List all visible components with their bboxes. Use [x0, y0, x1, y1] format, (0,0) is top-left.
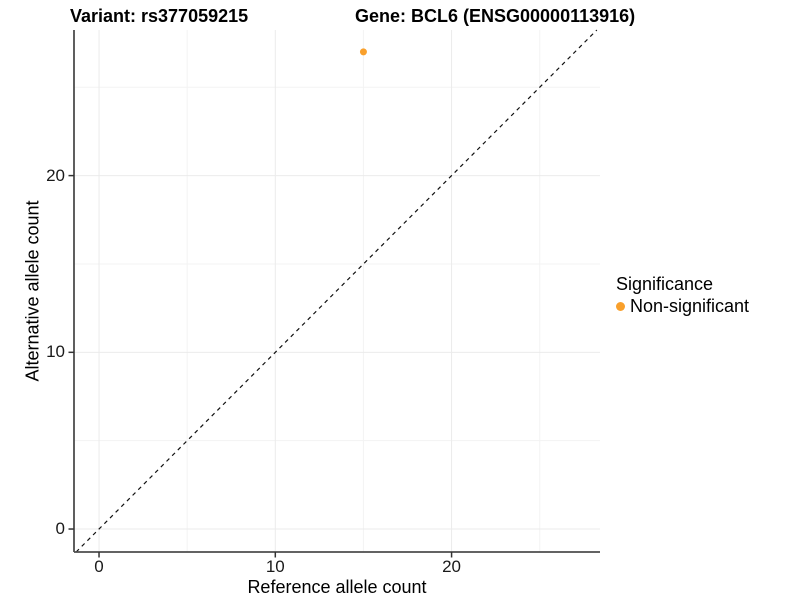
plot-title-gene: Gene: BCL6 (ENSG00000113916)	[355, 6, 636, 26]
y-tick-label: 20	[46, 165, 65, 185]
y-tick-label: 10	[46, 342, 65, 362]
plot-title-variant: Variant: rs377059215	[70, 6, 249, 26]
x-tick-label: 0	[94, 557, 104, 576]
legend-item: Non-significant	[616, 296, 749, 316]
y-tick-label: 0	[55, 519, 65, 539]
x-axis-title: Reference allele count	[247, 577, 427, 597]
legend-title: Significance	[616, 274, 714, 294]
legend-items: Non-significant	[616, 296, 749, 316]
x-tick-label: 10	[265, 557, 285, 576]
data-point	[359, 48, 367, 56]
y-axis-title: Alternative allele count	[22, 200, 43, 382]
legend-point-icon	[616, 301, 625, 311]
x-tick-label: 20	[442, 557, 462, 576]
identity-dashed-line	[75, 29, 598, 553]
legend: Significance Non-significant	[616, 273, 749, 316]
legend-item-label: Non-significant	[630, 296, 750, 316]
